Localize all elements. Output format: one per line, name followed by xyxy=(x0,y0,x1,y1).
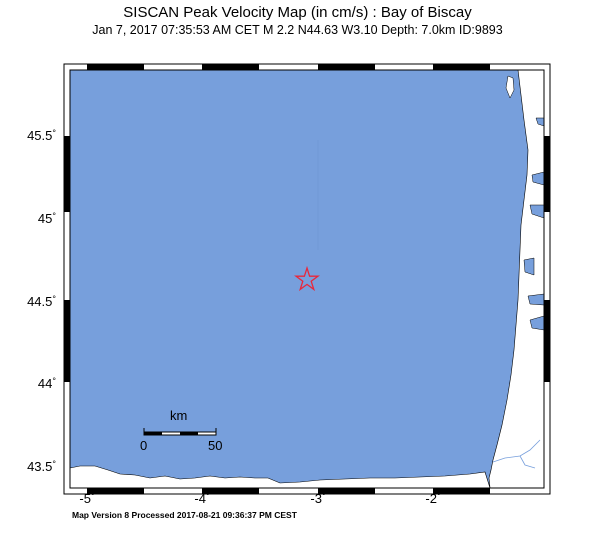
river-2 xyxy=(519,455,536,469)
lon-label-minus5: -5° xyxy=(79,491,95,506)
lon-label-minus3: -3° xyxy=(310,491,326,506)
map-title: SISCAN Peak Velocity Map (in cm/s) : Bay… xyxy=(123,4,472,21)
island xyxy=(505,75,515,99)
lat-label-43.5: 43.5° xyxy=(27,459,56,474)
map-frame xyxy=(69,69,545,489)
lon-border-bars xyxy=(87,64,490,494)
bay-4 xyxy=(527,293,545,306)
lat-label-45: 45° xyxy=(37,211,56,226)
scale-start: 0 xyxy=(140,438,148,453)
lat-label-44: 44° xyxy=(37,376,56,391)
scale-bar xyxy=(143,428,217,436)
outer-frame xyxy=(63,63,551,495)
lon-label-minus4: -4° xyxy=(194,491,210,506)
lon-label-minus2: -2° xyxy=(425,491,441,506)
scale-end: 50 xyxy=(208,438,223,453)
lagoon-arcachon xyxy=(523,257,535,276)
scale-unit: km xyxy=(170,408,188,423)
land-spain xyxy=(69,465,491,489)
lat-border-bars xyxy=(64,136,550,382)
lat-label-45.5: 45.5° xyxy=(27,128,56,143)
footer-version: Map Version 8 Processed 2017-08-21 09:36… xyxy=(72,510,297,520)
lat-label-44.5: 44.5° xyxy=(27,294,56,309)
land-france xyxy=(488,69,545,489)
event-info: Jan 7, 2017 07:35:53 AM CET M 2.2 N44.63… xyxy=(92,23,503,37)
sea-area xyxy=(70,70,544,488)
epicenter-star-icon xyxy=(294,265,320,292)
